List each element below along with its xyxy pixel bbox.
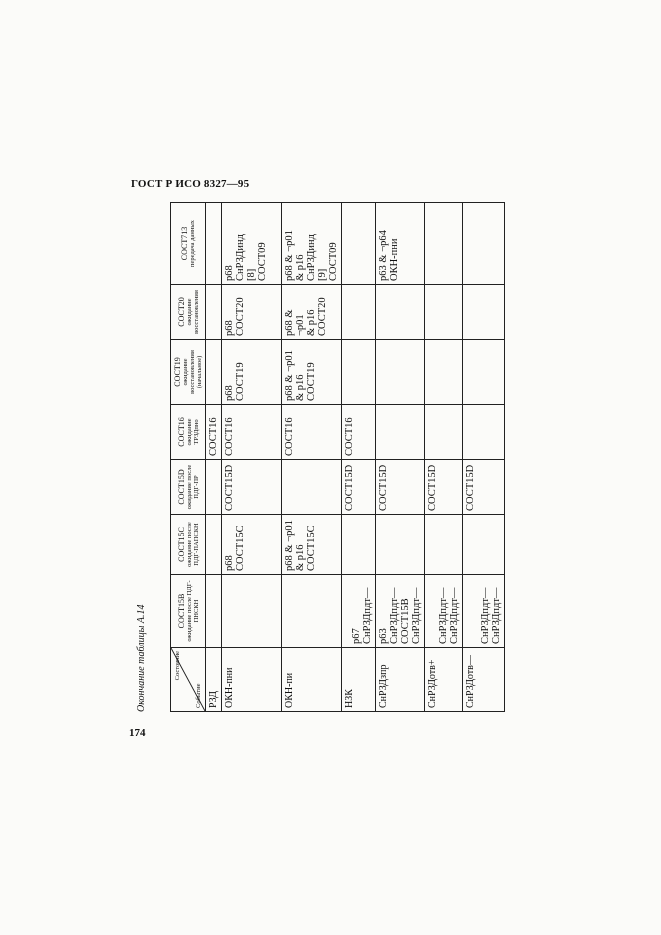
table-cell <box>205 574 222 648</box>
table-cell <box>205 202 222 285</box>
table-cell <box>462 202 505 285</box>
table-cell: СОСТ15D <box>221 459 282 515</box>
table-cell <box>221 574 282 648</box>
table-row: СнРЗДотв— СнРЗДпдт— СнРЗДпдт— СОСТ15D <box>462 202 505 712</box>
column-desc: ожидание после ПДГ-ПР <box>185 464 200 510</box>
table-cell: p68 СОСТ19 <box>221 339 282 405</box>
table-cell <box>205 459 222 515</box>
event-cell: СнРЗДотв— <box>462 647 505 712</box>
event-cell: ОКН-пни <box>221 647 282 712</box>
column-desc: ожидание после ПДГ-ПАПСКН <box>185 522 200 567</box>
table-cell <box>424 404 463 460</box>
table-cell <box>281 459 342 515</box>
table-cell: p68 & ¬p01 & p16 СОСТ15С <box>281 514 342 575</box>
column-header: СОСТ20 ожидание восстановления <box>170 284 206 340</box>
table-cell: СОСТ15D <box>424 459 463 515</box>
event-cell: СнРЗДотв+ <box>424 647 463 712</box>
table-cell: СОСТ16 <box>205 404 222 460</box>
table-cell <box>424 339 463 405</box>
table-cell <box>462 339 505 405</box>
rotated-table-container: Состояние Событие СОСТ15В ожидание после … <box>170 202 505 712</box>
standard-header: ГОСТ Р ИСО 8327—95 <box>131 178 250 190</box>
table-row: СнРЗДзпр p63 СнРЗДпдт— СОСТ15В СнРЗДпдт— С… <box>375 202 425 712</box>
event-cell: НЗК <box>341 647 376 712</box>
column-code: СОСТ20 <box>176 297 186 327</box>
table-caption: Окончание таблицы А.14 <box>136 604 147 712</box>
table-cell <box>341 284 376 340</box>
column-header: СОСТ16 ожидание ТРЗДпно <box>170 404 206 460</box>
table-cell <box>424 514 463 575</box>
table-cell: p68 СнРЗДинд [8] СОСТ09 <box>221 202 282 285</box>
table-cell <box>424 202 463 285</box>
table-row: ОКН-пи p68 & ¬p01 & p16 СОСТ15С СОСТ16 p68 … <box>281 202 342 712</box>
column-code: СОСТ713 <box>180 226 189 261</box>
table-cell: СОСТ15D <box>462 459 505 515</box>
column-desc: ожидание ТРЗДпно <box>185 418 200 446</box>
table-cell: СнРЗДпдт— СнРЗДпдт— <box>462 574 505 648</box>
column-code: СОСТ19 <box>173 357 182 387</box>
table-cell <box>341 202 376 285</box>
table-cell: СОСТ16 <box>221 404 282 460</box>
table-row: РЗД СОСТ16 <box>205 202 222 712</box>
page-number: 174 <box>129 727 146 739</box>
table-cell <box>375 514 425 575</box>
column-code: СОСТ15В <box>176 593 186 629</box>
table-cell: p68 & ¬p01 & p16 СнРЗДинд [9] СОСТ09 <box>281 202 342 285</box>
state-label: Состояние <box>174 651 181 681</box>
column-header: СОСТ15В ожидание после ПДГ-ПНСКН <box>170 574 206 648</box>
table-cell <box>205 284 222 340</box>
table-row: НЗК p67 СнРЗДпдт— СОСТ15D СОСТ16 <box>341 202 376 712</box>
table-cell: p67 СнРЗДпдт— <box>341 574 376 648</box>
column-header: СОСТ713 передача данных <box>170 202 206 285</box>
column-header: СОСТ19 ожидание восстановления (начальное… <box>170 339 206 405</box>
state-event-table: Состояние Событие СОСТ15В ожидание после … <box>170 202 505 712</box>
table-cell: p68 СОСТ15С <box>221 514 282 575</box>
table-cell: СнРЗДпдт— СнРЗДпдт— <box>424 574 463 648</box>
event-cell: ОКН-пи <box>281 647 342 712</box>
table-cell <box>375 339 425 405</box>
table-cell <box>375 404 425 460</box>
table-cell: p68 СОСТ20 <box>221 284 282 340</box>
table-cell <box>205 514 222 575</box>
table-cell: СОСТ15D <box>341 459 376 515</box>
table-row: ОКН-пни p68 СОСТ15С СОСТ15D СОСТ16 p68 СОСТ1… <box>221 202 282 712</box>
table-cell <box>375 284 425 340</box>
column-code: СОСТ15С <box>176 527 186 562</box>
table-cell: СОСТ16 <box>281 404 342 460</box>
column-desc: передача данных <box>189 220 196 267</box>
table-cell: p68 & ¬p01 & p16 СОСТ19 <box>281 339 342 405</box>
table-cell: p63 СнРЗДпдт— СОСТ15В СнРЗДпдт— <box>375 574 425 648</box>
column-code: СОСТ16 <box>176 417 186 447</box>
table-cell <box>462 404 505 460</box>
column-desc: ожидание после ПДГ-ПНСКН <box>185 580 200 642</box>
table-cell <box>462 284 505 340</box>
table-cell <box>341 339 376 405</box>
event-label: Событие <box>195 683 202 708</box>
table-cell: p68 & ¬p01 & p16 СОСТ20 <box>281 284 342 340</box>
table-cell <box>424 284 463 340</box>
corner-cell: Состояние Событие <box>170 647 206 712</box>
column-header: СОСТ15D ожидание после ПДГ-ПР <box>170 459 206 515</box>
table-cell <box>341 514 376 575</box>
event-cell: РЗД <box>205 647 222 712</box>
header-row: Состояние Событие СОСТ15В ожидание после … <box>170 202 206 712</box>
table-cell <box>462 514 505 575</box>
column-header: СОСТ15С ожидание после ПДГ-ПАПСКН <box>170 514 206 575</box>
column-desc: ожидание восстановления <box>185 290 200 334</box>
event-cell: СнРЗДзпр <box>375 647 425 712</box>
table-cell <box>205 339 222 405</box>
table-cell: СОСТ16 <box>341 404 376 460</box>
table-cell: p63 & ¬p64 ОКН-пни <box>375 202 425 285</box>
table-cell <box>281 574 342 648</box>
column-desc: ожидание восстановления (начальное) <box>182 350 203 394</box>
table-row: СнРЗДотв+ СнРЗДпдт— СнРЗДпдт— СОСТ15D <box>424 202 463 712</box>
table-cell: СОСТ15D <box>375 459 425 515</box>
column-code: СОСТ15D <box>176 469 186 505</box>
